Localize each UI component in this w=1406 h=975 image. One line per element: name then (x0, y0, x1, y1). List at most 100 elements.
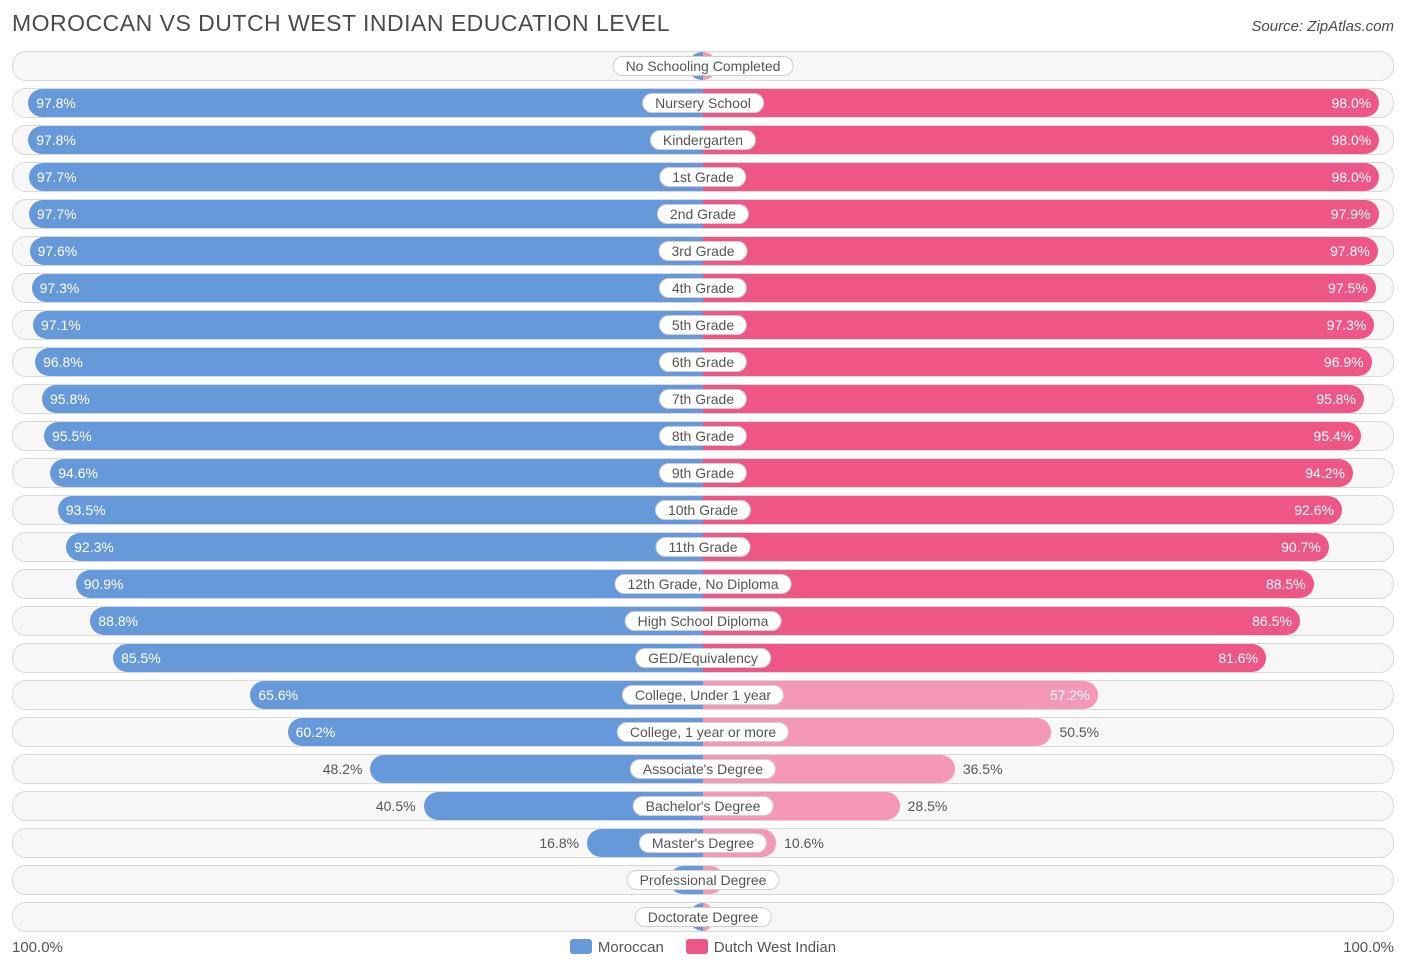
value-left: 97.1% (41, 311, 81, 339)
category-pill: Nursery School (642, 93, 764, 113)
value-left: 48.2% (323, 755, 363, 783)
chart-row: 48.2%36.5%Associate's Degree (12, 754, 1394, 784)
bar-left (28, 126, 703, 154)
bar-left (90, 607, 703, 635)
category-pill: 2nd Grade (657, 204, 749, 224)
axis-right-max: 100.0% (1343, 939, 1394, 956)
chart-row: 2.0%1.3%Doctorate Degree (12, 902, 1394, 932)
value-left: 85.5% (121, 644, 161, 672)
value-right: 98.0% (1331, 126, 1371, 154)
value-right: 97.9% (1331, 200, 1371, 228)
category-pill: Professional Degree (627, 870, 780, 890)
value-right: 90.7% (1281, 533, 1321, 561)
value-right: 97.8% (1330, 237, 1370, 265)
legend-item-left: Moroccan (570, 939, 664, 956)
category-pill: Master's Degree (639, 833, 767, 853)
category-pill: Doctorate Degree (635, 907, 772, 927)
bar-right (703, 163, 1379, 191)
bar-left (50, 459, 703, 487)
legend-label-right: Dutch West Indian (714, 939, 836, 956)
bar-right (703, 274, 1376, 302)
value-left: 94.6% (58, 459, 98, 487)
category-pill: Associate's Degree (630, 759, 776, 779)
bar-left (29, 200, 703, 228)
category-pill: 4th Grade (659, 278, 747, 298)
bar-right (703, 644, 1266, 672)
category-pill: 11th Grade (655, 537, 750, 557)
category-pill: College, Under 1 year (622, 685, 784, 705)
chart-row: 97.7% 98.0% 1st Grade (12, 162, 1394, 192)
legend-label-left: Moroccan (598, 939, 664, 956)
value-right: 95.8% (1316, 385, 1356, 413)
value-left: 16.8% (539, 829, 579, 857)
legend-swatch-left (570, 939, 592, 954)
chart-row: 2.2%2.1%No Schooling Completed (12, 51, 1394, 81)
category-pill: 12th Grade, No Diploma (615, 574, 792, 594)
category-pill: GED/Equivalency (635, 648, 771, 668)
bar-left (28, 89, 703, 117)
category-pill: Bachelor's Degree (633, 796, 774, 816)
chart-rows: 2.2%2.1%No Schooling Completed 97.8% 98.0%… (12, 51, 1394, 932)
bar-right (703, 126, 1379, 154)
bar-right (703, 570, 1314, 598)
chart-row: 5.0%3.1%Professional Degree (12, 865, 1394, 895)
bar-left (33, 311, 703, 339)
bar-right (703, 348, 1372, 376)
value-left: 93.5% (66, 496, 106, 524)
category-pill: 3rd Grade (658, 241, 747, 261)
chart-row: 97.3%97.5%4th Grade (12, 273, 1394, 303)
bar-left (58, 496, 703, 524)
bar-left (32, 274, 703, 302)
bar-left (29, 163, 703, 191)
bar-right (703, 496, 1342, 524)
bar-right (703, 459, 1353, 487)
bar-right (703, 237, 1378, 265)
chart-row: 60.2%50.5%College, 1 year or more (12, 717, 1394, 747)
value-right: 28.5% (908, 792, 948, 820)
chart-row: 65.6% 57.2% College, Under 1 year (12, 680, 1394, 710)
value-left: 92.3% (74, 533, 114, 561)
source-prefix: Source: (1251, 18, 1307, 35)
chart-row: 95.8% 95.8% 7th Grade (12, 384, 1394, 414)
value-left: 96.8% (43, 348, 83, 376)
value-right: 94.2% (1305, 459, 1345, 487)
source-name: ZipAtlas.com (1307, 18, 1394, 35)
chart-row: 96.8%96.9%6th Grade (12, 347, 1394, 377)
bar-right (703, 311, 1374, 339)
axis-left-max: 100.0% (12, 939, 63, 956)
value-left: 65.6% (258, 681, 298, 709)
chart-row: 97.1%97.3%5th Grade (12, 310, 1394, 340)
bar-left (35, 348, 703, 376)
value-right: 50.5% (1059, 718, 1099, 746)
category-pill: 1st Grade (659, 167, 746, 187)
chart-source: Source: ZipAtlas.com (1251, 18, 1394, 35)
bar-left (66, 533, 703, 561)
chart-row: 93.5%92.6%10th Grade (12, 495, 1394, 525)
bar-right (703, 89, 1379, 117)
value-left: 88.8% (98, 607, 138, 635)
chart-row: 97.8%98.0%Kindergarten (12, 125, 1394, 155)
value-right: 95.4% (1314, 422, 1354, 450)
value-left: 97.7% (37, 163, 77, 191)
bar-left (30, 237, 703, 265)
category-pill: 7th Grade (659, 389, 747, 409)
chart-row: 16.8% 10.6% Master's Degree (12, 828, 1394, 858)
legend: Moroccan Dutch West Indian (570, 939, 836, 956)
category-pill: No Schooling Completed (613, 56, 794, 76)
value-right: 98.0% (1331, 163, 1371, 191)
legend-item-right: Dutch West Indian (686, 939, 836, 956)
bar-right (703, 200, 1379, 228)
chart-row: 95.5%95.4%8th Grade (12, 421, 1394, 451)
value-right: 10.6% (784, 829, 824, 857)
bar-right (703, 533, 1329, 561)
category-pill: College, 1 year or more (617, 722, 789, 742)
bar-right (703, 422, 1361, 450)
value-left: 97.8% (36, 126, 76, 154)
chart-row: 97.6%97.8%3rd Grade (12, 236, 1394, 266)
value-right: 57.2% (1050, 681, 1090, 709)
value-left: 95.8% (50, 385, 90, 413)
value-right: 97.5% (1328, 274, 1368, 302)
bar-left (44, 422, 703, 450)
bar-right (703, 385, 1364, 413)
value-right: 96.9% (1324, 348, 1364, 376)
